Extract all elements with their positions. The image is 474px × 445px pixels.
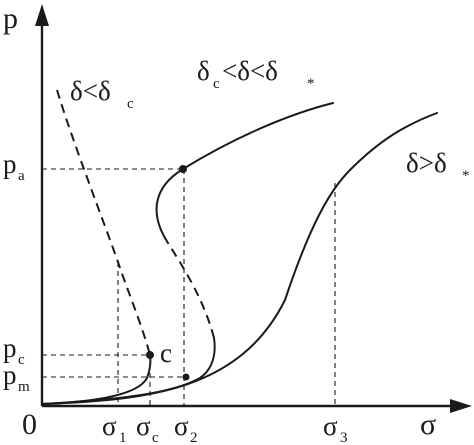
curve-label-lt: δ<δ c [70, 76, 134, 112]
svg-text:c: c [213, 76, 220, 92]
svg-text:3: 3 [340, 430, 348, 445]
critical-point-label: c [160, 338, 172, 368]
svg-text:σ: σ [174, 411, 189, 441]
svg-text:c: c [18, 352, 25, 368]
svg-text:p: p [3, 360, 17, 390]
svg-text:*: * [307, 76, 315, 92]
ytick-pm: p m [3, 360, 30, 395]
svg-text:σ: σ [323, 411, 338, 441]
point-c [146, 351, 154, 359]
curve-label-mid: δ c <δ<δ * [197, 56, 315, 92]
curve-label-gt: δ>δ * [406, 148, 470, 184]
svg-text:c: c [152, 430, 159, 445]
xtick-sigma3: σ 3 [323, 411, 348, 445]
svg-text:δ: δ [197, 56, 210, 86]
svg-text:σ: σ [102, 411, 117, 441]
svg-text:m: m [18, 379, 30, 395]
y-axis-label: p [3, 2, 18, 35]
svg-text:1: 1 [119, 430, 127, 445]
svg-text:σ: σ [136, 411, 151, 441]
x-axis-arrow [450, 399, 472, 413]
svg-text:a: a [18, 168, 25, 184]
svg-text:δ<δ: δ<δ [70, 76, 111, 106]
origin-label: 0 [22, 408, 37, 441]
svg-text:<δ<δ: <δ<δ [222, 56, 278, 86]
curve-mid-lower-branch [41, 337, 216, 405]
xtick-sigmac: σ c [136, 411, 159, 445]
xtick-sigma1: σ 1 [102, 411, 127, 445]
xtick-sigma2: σ 2 [174, 411, 198, 445]
x-axis-label: σ [420, 408, 436, 441]
ytick-pc: p c [3, 333, 25, 368]
curve-gt [41, 112, 438, 405]
point-m [182, 373, 190, 381]
svg-text:c: c [127, 96, 134, 112]
curve-lt-unstable-branch [56, 89, 151, 356]
svg-text:p: p [3, 149, 17, 179]
svg-text:*: * [462, 168, 470, 184]
curve-mid-unstable-branch [167, 242, 215, 339]
svg-text:δ>δ: δ>δ [406, 148, 447, 178]
svg-text:2: 2 [190, 430, 198, 445]
svg-text:p: p [3, 333, 17, 363]
curve-mid-upper-branch [155, 102, 334, 244]
ytick-pa: p a [3, 149, 25, 184]
point-a [179, 165, 187, 173]
y-axis-arrow [35, 4, 49, 26]
